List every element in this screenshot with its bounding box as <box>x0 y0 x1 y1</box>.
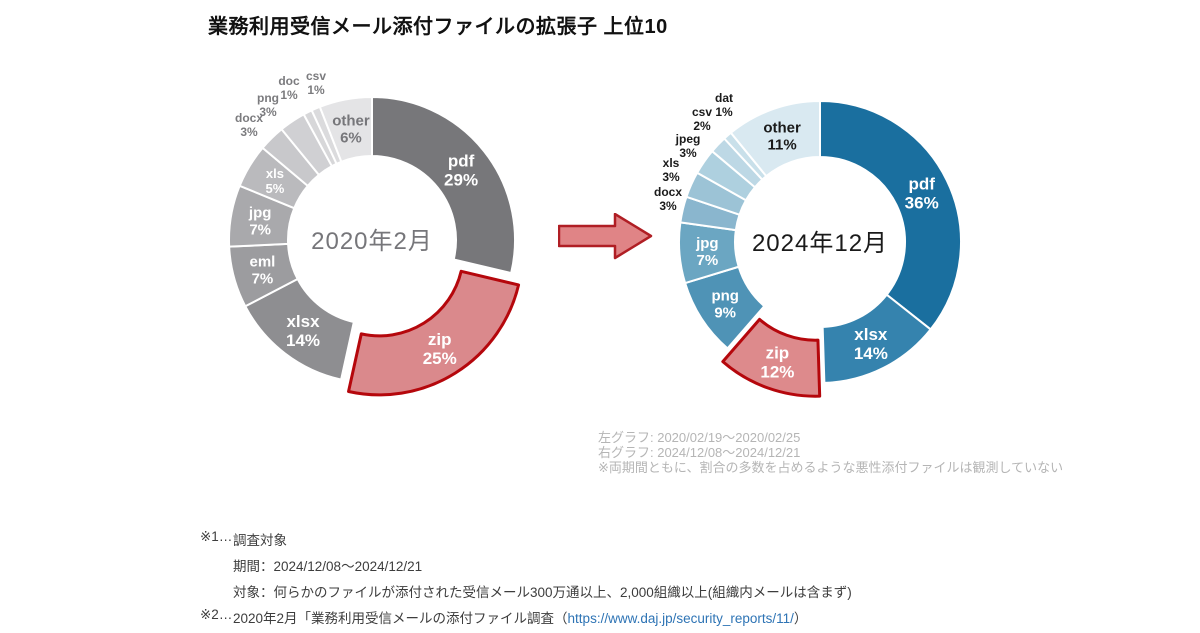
slice-xlsx <box>821 293 932 384</box>
footnote-2-suffix: ） <box>793 611 808 626</box>
footnote-1-title: 調査対象 <box>233 533 287 548</box>
annotation-malware-note: ※両期間ともに、割合の多数を占めるような悪性添付ファイルは観測していない <box>598 460 1064 475</box>
slice-label-eml: eml 7% <box>250 254 276 288</box>
slice-label-pdf: pdf 29% <box>444 152 478 190</box>
footnote-2-prefix: 2020年2月「業務利用受信メールの添付ファイル調査（ <box>233 611 568 626</box>
slice-label-dat: dat 1% <box>715 91 733 119</box>
chart-center-label: 2020年2月 <box>311 228 433 255</box>
chart-center-label: 2024年12月 <box>752 230 888 257</box>
slice-zip <box>347 269 521 397</box>
arrow-right-shape <box>558 213 653 260</box>
slice-label-pdf: pdf 36% <box>905 175 939 213</box>
slice-pdf <box>819 100 962 331</box>
footnote-1-period-row: 期間：2024/12/08～2024/12/21 <box>200 555 852 581</box>
annotation-left-graph-period: 左グラフ: 2020/02/19～2020/02/25 <box>598 430 801 445</box>
slice-label-docx: docx 3% <box>654 185 682 213</box>
slice-label-xlsx: xlsx 14% <box>286 312 320 350</box>
slice-label-xls: xls 3% <box>662 156 680 184</box>
slice-label-jpg: jpg 7% <box>695 235 719 269</box>
slice-label-zip: zip 12% <box>760 344 794 382</box>
slice-label-csv: csv 2% <box>692 105 712 133</box>
footnote-2-link[interactable]: https://www.daj.jp/security_reports/11/ <box>567 611 794 626</box>
slice-label-jpg: jpg 7% <box>248 205 272 239</box>
footnote-1-marker: ※1… <box>200 529 233 544</box>
slice-other <box>729 100 821 178</box>
donut-chart-2024-12: pdf 36% xlsx 14% zip 12% png 9% jpg 7% docx 3%xls 3%… <box>654 91 962 398</box>
page-title: 業務利用受信メール添付ファイルの拡張子 上位10 <box>208 16 668 38</box>
annotation-right-graph-period: 右グラフ: 2024/12/08～2024/12/21 <box>598 445 801 460</box>
slice-other <box>318 96 373 163</box>
slice-pdf <box>371 96 516 275</box>
slice-label-xlsx: xlsx 14% <box>854 325 888 363</box>
footnote-1-period: 期間：2024/12/08～2024/12/21 <box>233 559 423 574</box>
slice-label-png: png 9% <box>711 287 739 321</box>
arrow-right-icon <box>558 213 653 260</box>
slice-zip <box>721 317 822 398</box>
slice-label-jpeg: jpeg 3% <box>675 132 701 160</box>
slice-label-docx: docx 3% <box>235 111 263 139</box>
footnote-2-marker: ※2… <box>200 607 233 622</box>
footnotes: ※1… 調査対象 期間：2024/12/08～2024/12/21 対象：何らか… <box>200 529 852 633</box>
slice-label-doc: doc 1% <box>278 74 300 102</box>
slice-label-xls: xls 5% <box>266 166 285 196</box>
footnote-2-row: ※2… 2020年2月「業務利用受信メールの添付ファイル調査（https://w… <box>200 607 852 633</box>
footnote-1-target: 対象：何らかのファイルが添付された受信メール300万通以上、2,000組織以上(… <box>233 585 852 600</box>
slice-label-zip: zip 25% <box>423 330 457 368</box>
slice-label-other: other 11% <box>763 120 801 154</box>
footnote-2-text: 2020年2月「業務利用受信メールの添付ファイル調査（https://www.d… <box>233 607 807 627</box>
footnote-1-title-row: ※1… 調査対象 <box>200 529 852 555</box>
slice-label-other: other 6% <box>332 112 370 146</box>
donut-chart-2020-02: pdf 29% zip 25% xlsx 14% eml 7% jpg 7% xls 5% docx 3%… <box>228 70 521 397</box>
chart-period-annotation: 左グラフ: 2020/02/19～2020/02/25 右グラフ: 2024/1… <box>598 430 1063 475</box>
footnote-1-target-row: 対象：何らかのファイルが添付された受信メール300万通以上、2,000組織以上(… <box>200 581 852 607</box>
slice-label-csv: csv 1% <box>306 70 326 97</box>
slice-label-png: png 3% <box>257 91 279 119</box>
